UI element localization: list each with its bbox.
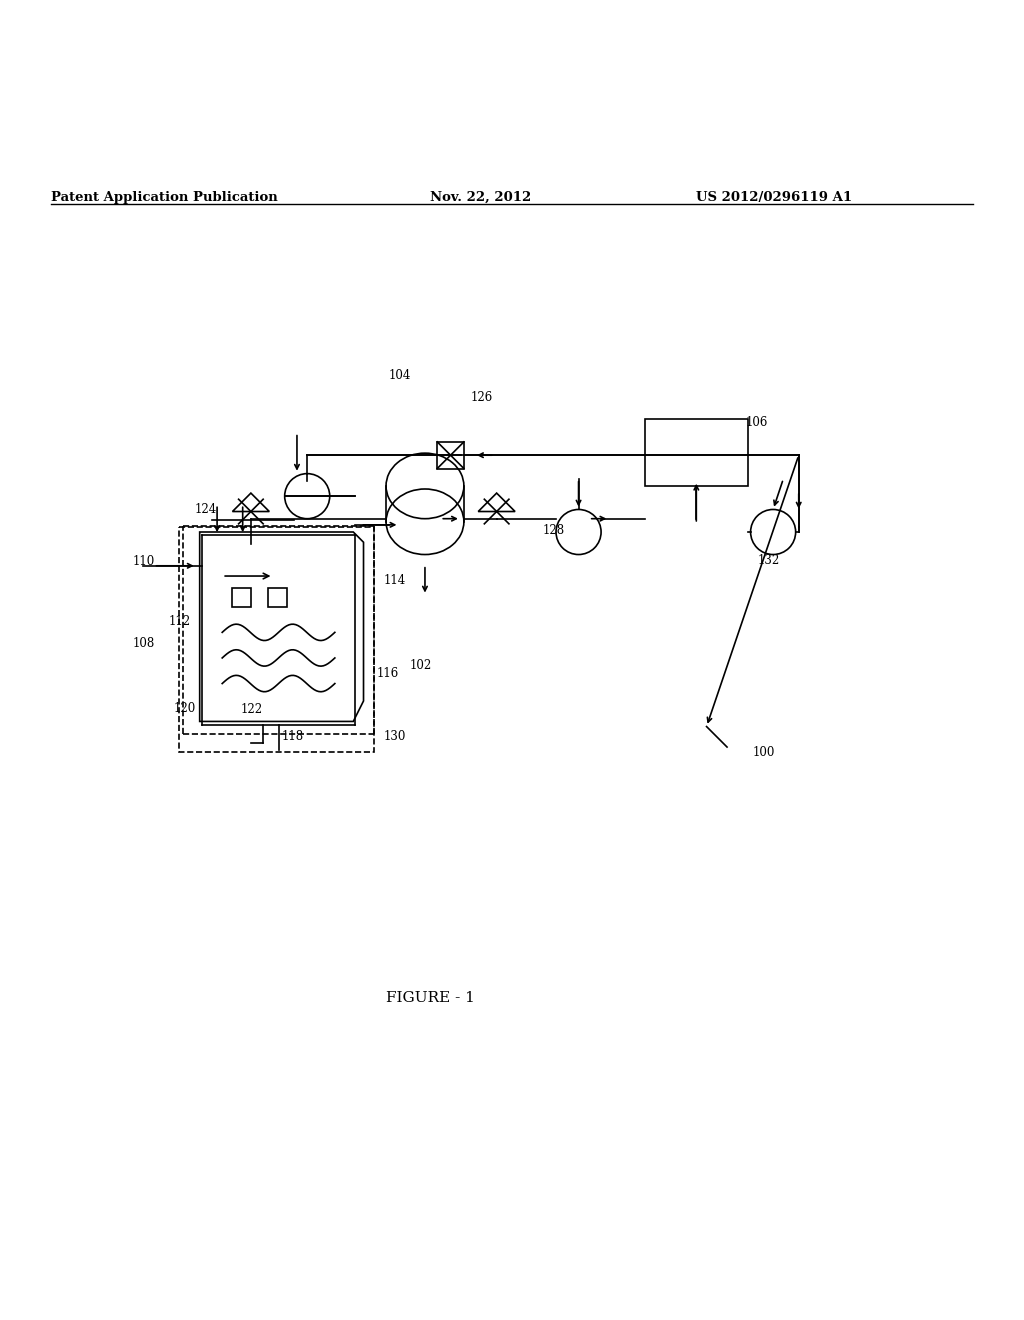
- Text: 100: 100: [753, 746, 775, 759]
- Text: Patent Application Publication: Patent Application Publication: [51, 191, 278, 205]
- Text: 120: 120: [174, 702, 197, 714]
- Text: 132: 132: [758, 554, 780, 568]
- Text: Nov. 22, 2012: Nov. 22, 2012: [430, 191, 531, 205]
- Text: 110: 110: [133, 556, 156, 568]
- Text: 102: 102: [410, 659, 432, 672]
- Bar: [437, 442, 464, 469]
- Text: FIGURE - 1: FIGURE - 1: [386, 991, 474, 1005]
- Text: 122: 122: [241, 702, 263, 715]
- Text: 116: 116: [377, 667, 399, 680]
- Text: 114: 114: [384, 574, 407, 586]
- Text: 106: 106: [745, 416, 768, 429]
- Text: 104: 104: [389, 368, 412, 381]
- Text: 112: 112: [169, 615, 191, 627]
- Text: 130: 130: [384, 730, 407, 743]
- Text: 126: 126: [471, 391, 494, 404]
- Bar: [645, 420, 748, 486]
- Text: 118: 118: [282, 730, 304, 743]
- Bar: [232, 589, 251, 607]
- Bar: [268, 589, 287, 607]
- Text: 124: 124: [195, 503, 217, 516]
- Text: US 2012/0296119 A1: US 2012/0296119 A1: [696, 191, 852, 205]
- Text: 128: 128: [543, 524, 565, 537]
- Text: 108: 108: [133, 638, 156, 651]
